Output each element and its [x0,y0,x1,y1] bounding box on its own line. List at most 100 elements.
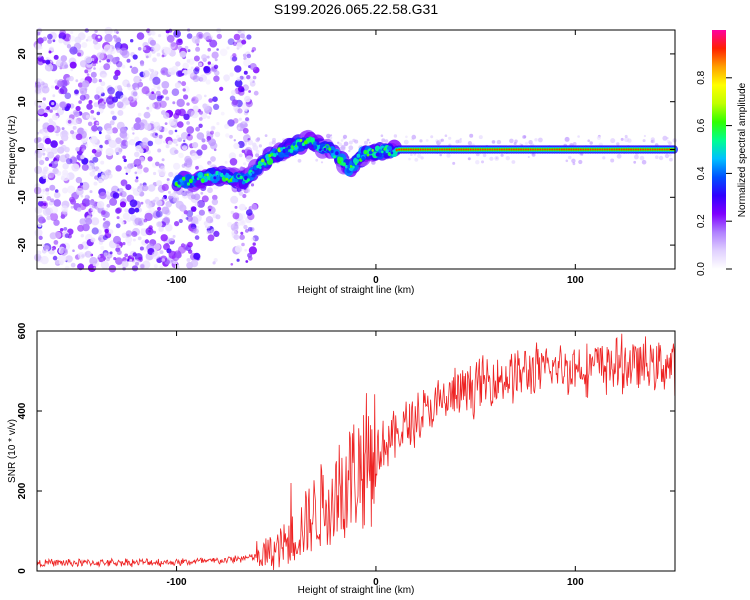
noise-blob [113,235,121,244]
noise-blob [190,152,199,161]
noise-blob [150,68,155,73]
ridge-mark [196,177,200,181]
noise-blob [364,140,368,145]
noise-blob [144,123,152,131]
ridge-mark [225,177,229,181]
noise-blob [50,60,53,63]
noise-blob [207,61,211,65]
ridge-mark [654,148,656,151]
noise-blob [225,133,230,138]
noise-blob [243,58,251,67]
noise-blob [102,235,108,241]
noise-blob [48,163,53,167]
noise-blob [602,156,606,160]
noise-blob [204,222,211,229]
noise-blob [134,173,138,177]
noise-blob [177,121,184,128]
ridge-mark [354,162,358,166]
ridge-mark [589,148,592,151]
ridge-mark [312,141,318,147]
noise-blob [232,41,238,46]
ridge-mark [625,148,628,151]
noise-blob [202,103,208,109]
noise-blob [45,249,49,252]
noise-blob [196,225,200,229]
ridge-mark [378,149,382,153]
noise-blob [141,86,150,95]
noise-blob [123,136,128,141]
noise-blob [165,200,172,208]
noise-blob [116,207,123,214]
ridge-mark [450,148,453,151]
noise-blob [42,152,46,156]
noise-blob [101,73,107,79]
noise-blob [154,196,160,202]
noise-blob [183,113,190,121]
noise-blob [231,99,239,107]
noise-blob [103,252,108,257]
ridge-mark [328,147,332,151]
ridge-mark [627,148,630,151]
noise-blob [153,171,157,176]
ridge-mark [639,148,642,151]
noise-blob [157,86,161,90]
noise-blob [255,138,260,143]
noise-blob [75,176,83,184]
noise-blob [99,144,103,149]
ridge-mark [565,148,568,151]
ridge-mark [179,178,183,183]
noise-blob [430,135,434,139]
ridge-mark [407,148,410,151]
noise-blob [190,223,197,230]
noise-blob [193,68,200,75]
noise-blob [139,246,144,251]
noise-blob [41,85,50,94]
ridge-mark [272,153,277,158]
ridge-mark [508,148,510,151]
ridge-mark [615,148,618,151]
noise-blob [94,94,100,100]
noise-blob [52,94,56,98]
ridge-mark [204,173,207,177]
noise-blob [45,187,50,192]
noise-blob [107,49,112,54]
ridge-mark [477,148,479,151]
ridge-mark [211,170,214,175]
noise-blob [206,73,210,76]
noise-blob [195,46,201,52]
noise-blob [201,195,209,203]
noise-blob [160,234,168,242]
noise-blob [237,108,243,114]
noise-blob [200,191,204,195]
ridge-mark [635,148,637,151]
noise-blob [61,107,65,111]
noise-blob [113,257,117,261]
noise-blob [89,171,96,177]
noise-blob [50,198,55,203]
ridge-mark [568,148,570,151]
ridge-mark [642,148,644,151]
noise-blob [35,183,40,188]
ridge-mark [417,148,420,151]
noise-blob [134,171,138,175]
noise-blob [230,210,234,215]
noise-blob [37,106,45,115]
noise-blob [234,65,242,73]
noise-blob [246,209,253,216]
noise-blob [155,210,163,218]
noise-blob [80,155,85,160]
noise-blob [641,159,647,165]
noise-blob [134,207,140,213]
noise-blob [236,42,243,49]
noise-blob [211,51,219,59]
noise-blob [90,109,95,114]
noise-blob [147,156,153,162]
noise-blob [246,149,253,156]
noise-blob [87,35,93,42]
noise-blob [101,101,105,104]
noise-blob [161,81,170,89]
noise-blob [137,47,142,51]
ridge-mark [446,148,448,151]
noise-blob [206,130,211,135]
